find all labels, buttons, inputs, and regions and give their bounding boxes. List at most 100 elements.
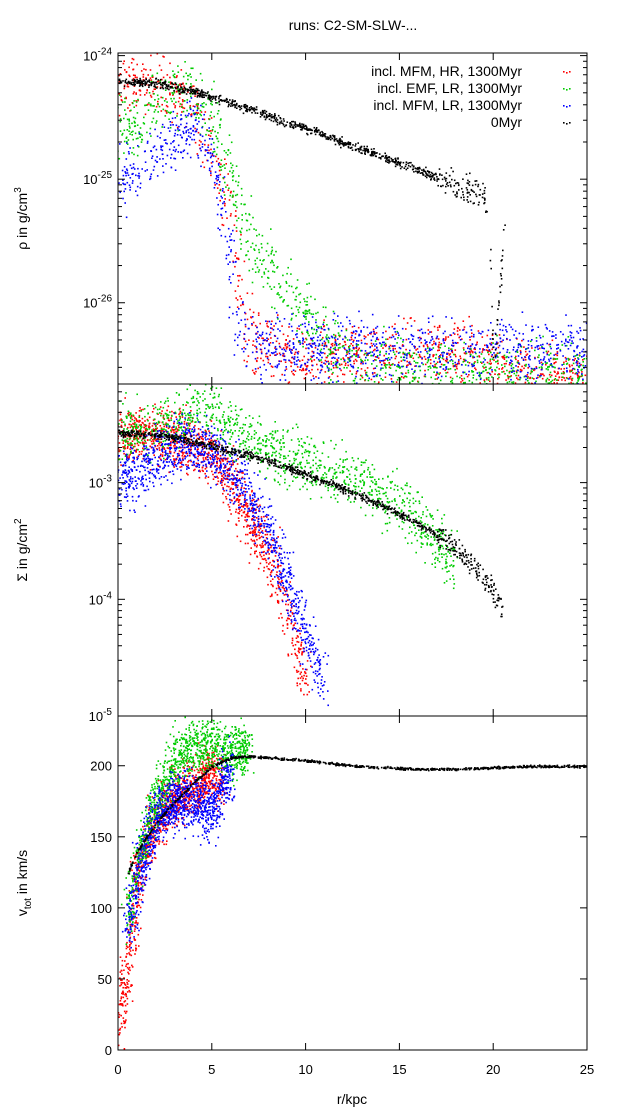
data-point <box>296 333 298 335</box>
data-point <box>575 388 577 390</box>
data-point <box>349 356 352 358</box>
data-point <box>503 358 506 360</box>
data-point <box>306 660 309 662</box>
data-point <box>506 374 509 377</box>
data-point <box>527 395 529 397</box>
data-point <box>473 391 475 393</box>
data-point <box>245 520 248 523</box>
data-point <box>181 88 184 91</box>
data-point <box>368 352 371 354</box>
data-point <box>319 334 321 337</box>
data-point <box>292 347 295 349</box>
data-point <box>397 160 400 163</box>
data-point <box>207 97 209 99</box>
data-point <box>414 167 417 169</box>
data-point <box>139 182 142 185</box>
data-point <box>210 96 212 98</box>
data-point <box>399 351 401 354</box>
data-point <box>241 514 243 517</box>
data-point <box>314 347 317 349</box>
data-point <box>491 354 494 356</box>
data-point <box>457 342 459 344</box>
data-point <box>491 358 494 361</box>
data-point <box>324 352 326 355</box>
data-point <box>429 365 431 368</box>
data-point <box>535 366 538 368</box>
data-point <box>329 348 331 351</box>
data-point <box>143 68 145 70</box>
data-point <box>361 360 363 362</box>
data-point <box>227 503 230 506</box>
data-point <box>477 385 479 387</box>
data-point <box>376 355 379 357</box>
data-point <box>440 375 443 378</box>
data-point <box>442 392 444 394</box>
data-point <box>143 116 145 119</box>
data-point <box>270 251 273 253</box>
data-point <box>576 364 578 367</box>
data-point <box>269 363 271 365</box>
data-point <box>317 368 319 371</box>
data-point <box>151 157 153 159</box>
data-point <box>426 174 428 177</box>
data-point <box>264 533 267 536</box>
data-point <box>188 112 190 115</box>
data-point <box>322 132 324 134</box>
data-point <box>200 165 202 168</box>
data-point <box>153 105 155 107</box>
data-point <box>158 64 161 67</box>
data-point <box>169 112 172 115</box>
data-point <box>127 139 130 141</box>
data-point <box>418 365 421 368</box>
data-point <box>485 369 487 372</box>
data-point <box>521 339 523 342</box>
data-point <box>396 342 398 344</box>
data-point <box>496 323 499 326</box>
data-point <box>279 320 281 323</box>
data-point <box>318 359 321 362</box>
data-point <box>370 333 372 335</box>
data-point <box>426 361 429 364</box>
data-point <box>427 360 430 362</box>
data-point <box>483 349 485 351</box>
data-point <box>484 359 486 361</box>
data-point <box>221 484 223 486</box>
data-point <box>135 448 138 451</box>
data-point <box>262 286 265 288</box>
data-point <box>120 80 122 82</box>
data-point <box>123 152 125 154</box>
data-point <box>292 120 294 123</box>
data-point <box>228 306 231 309</box>
data-point <box>456 191 458 193</box>
data-point <box>422 363 424 366</box>
data-point <box>356 351 358 353</box>
data-point <box>184 87 187 90</box>
data-point <box>124 97 126 100</box>
data-point <box>459 355 461 358</box>
data-point <box>306 365 309 367</box>
data-point <box>548 379 550 381</box>
data-point <box>465 359 467 362</box>
data-point <box>501 364 503 366</box>
data-point <box>367 150 370 153</box>
data-point <box>325 336 327 338</box>
data-point <box>375 349 378 352</box>
data-point <box>469 389 471 391</box>
data-point <box>216 179 218 182</box>
data-point <box>234 106 236 109</box>
data-point <box>255 108 258 111</box>
data-point <box>294 351 297 354</box>
data-point <box>276 392 278 394</box>
series-0myr <box>118 77 506 359</box>
data-point <box>193 113 196 116</box>
data-point <box>277 328 279 330</box>
data-point <box>229 509 231 511</box>
data-point <box>374 356 377 358</box>
data-point <box>127 107 129 109</box>
data-point <box>501 368 503 370</box>
data-point <box>279 285 282 288</box>
data-point <box>130 109 132 112</box>
data-point <box>326 334 328 336</box>
data-point <box>528 392 530 394</box>
data-point <box>359 374 362 377</box>
